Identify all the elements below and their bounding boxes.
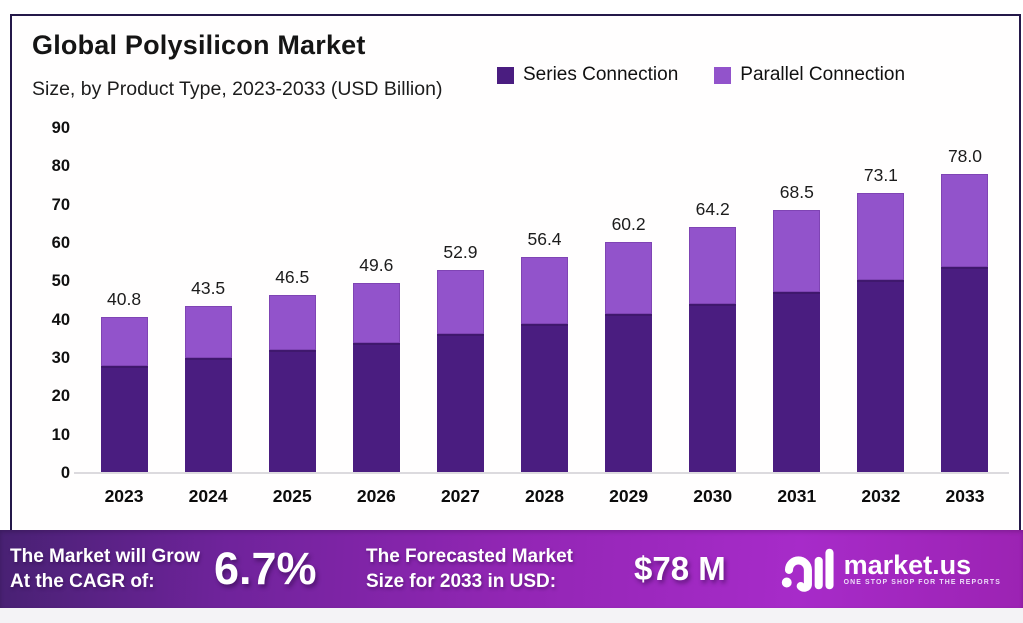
bar-group-2033: 78.0 <box>923 128 1007 473</box>
cagr-value: 6.7% <box>214 543 317 594</box>
bar-group-2029: 60.2 <box>587 128 671 473</box>
bar-group-2026: 49.6 <box>334 128 418 473</box>
bar-segment-parallel <box>941 174 989 267</box>
bar-group-2027: 52.9 <box>418 128 502 473</box>
bar-segment-series <box>100 365 148 473</box>
footer-banner: The Market will Grow At the CAGR of: 6.7… <box>0 530 1023 608</box>
x-tick-label: 2033 <box>945 486 985 506</box>
cagr-caption-line1: The Market will Grow <box>10 546 201 567</box>
bar-segment-series <box>436 333 484 473</box>
bar-group-2024: 43.5 <box>166 128 250 473</box>
bar-group-2023: 40.8 <box>82 128 166 473</box>
bar-group-2025: 46.5 <box>250 128 334 473</box>
x-axis-labels: 2023 2024 2025 2026 2027 2028 2029 2030 2031 2032… <box>82 486 1007 507</box>
bar-segment-series <box>689 303 737 473</box>
x-tick-label: 2032 <box>861 486 901 506</box>
bar-segment-series <box>352 343 400 473</box>
bar-total-label: 46.5 <box>275 266 310 287</box>
bar-group-2031: 68.5 <box>755 128 839 473</box>
forecast-value: $78 M <box>634 550 726 587</box>
bar-segment-parallel <box>773 210 821 293</box>
brand-logo: market.us ONE STOP SHOP FOR THE REPORTS <box>780 545 1001 593</box>
bar-total-label: 43.5 <box>191 278 226 299</box>
x-tick-label: 2023 <box>104 486 144 506</box>
x-tick-label: 2028 <box>525 486 564 506</box>
bar-group-2032: 73.1 <box>839 128 923 473</box>
bar-segment-parallel <box>100 316 148 366</box>
bar-segment-parallel <box>268 294 316 351</box>
y-tick-label: 60 <box>51 234 70 252</box>
bar-segment-series <box>184 358 232 473</box>
chart-legend: Series Connection Parallel Connection <box>497 64 905 86</box>
legend-label-parallel-connection: Parallel Connection <box>740 64 906 85</box>
x-tick-label: 2027 <box>440 486 480 506</box>
bar-total-label: 60.2 <box>611 214 646 235</box>
bar-total-label: 78.0 <box>947 146 983 167</box>
series-swatch-icon <box>497 66 514 84</box>
y-tick-label: 70 <box>51 195 70 214</box>
brand-tagline: ONE STOP SHOP FOR THE REPORTS <box>843 579 1001 586</box>
chart-subtitle: Size, by Product Type, 2023-2033 (USD Bi… <box>32 78 443 100</box>
bar-total-label: 49.6 <box>359 254 394 275</box>
bar-segment-parallel <box>521 256 569 324</box>
legend-label-series-connection: Series Connection <box>523 64 679 85</box>
chart-card: Global Polysilicon Market Size, by Produ… <box>10 14 1021 534</box>
bar-segment-series <box>773 292 821 473</box>
market-us-logo-icon <box>781 548 834 592</box>
bars-area: 40.8 43.5 46.5 49.6 52.9 56.4 60.2 64.2 68.5 73.1… <box>82 128 1007 473</box>
y-tick-label: 20 <box>51 387 70 406</box>
bar-total-label: 73.1 <box>863 164 898 185</box>
bar-segment-series <box>268 350 316 473</box>
y-tick-label: 90 <box>51 119 70 137</box>
bar-total-label: 40.8 <box>107 288 142 309</box>
bar-total-label: 64.2 <box>695 198 730 219</box>
parallel-swatch-icon <box>714 66 732 84</box>
x-tick-label: 2029 <box>609 486 649 506</box>
bar-total-label: 52.9 <box>443 242 478 263</box>
y-tick-label: 80 <box>51 157 70 176</box>
bar-total-label: 56.4 <box>527 228 562 249</box>
forecast-caption-line2: Size for 2033 in USD: <box>366 571 557 592</box>
forecast-caption-line1: The Forecasted Market <box>366 546 573 567</box>
bar-segment-parallel <box>605 242 653 314</box>
y-tick-label: 50 <box>51 272 70 291</box>
bar-segment-series <box>941 266 989 473</box>
cagr-caption-line2: At the CAGR of: <box>10 571 155 592</box>
bar-segment-parallel <box>184 306 232 358</box>
bar-group-2030: 64.2 <box>671 128 755 473</box>
x-axis-line <box>74 472 1009 474</box>
cagr-caption: The Market will Grow At the CAGR of: <box>10 544 206 594</box>
bar-segment-series <box>857 280 905 473</box>
bar-segment-series <box>605 313 653 473</box>
bar-segment-parallel <box>689 226 737 304</box>
bar-segment-series <box>521 323 569 473</box>
bar-total-label: 68.5 <box>779 182 814 203</box>
legend-item-series-connection: Series Connection <box>497 64 678 86</box>
forecast-caption: The Forecasted Market Size for 2033 in U… <box>366 544 594 594</box>
x-tick-label: 2024 <box>188 486 228 506</box>
y-tick-label: 30 <box>51 349 70 367</box>
y-tick-label: 10 <box>51 425 70 444</box>
brand-text: market.us ONE STOP SHOP FOR THE REPORTS <box>843 550 1001 587</box>
y-tick-label: 40 <box>51 310 70 329</box>
legend-item-parallel-connection: Parallel Connection <box>714 64 905 86</box>
x-tick-label: 2026 <box>356 486 396 506</box>
x-tick-label: 2030 <box>693 486 733 506</box>
chart-title: Global Polysilicon Market <box>32 30 366 60</box>
bar-chart-plot: 0 10 20 30 40 50 60 70 80 90 40.8 43.5 46.5 49.6 52.9… <box>52 119 1009 482</box>
page-bottom-strip <box>0 608 1023 623</box>
bar-segment-parallel <box>352 282 400 344</box>
x-tick-label: 2031 <box>777 486 817 506</box>
brand-name: market.us <box>843 550 972 580</box>
bar-segment-parallel <box>436 270 484 334</box>
bar-segment-parallel <box>857 192 905 281</box>
y-tick-label: 0 <box>60 464 70 482</box>
x-tick-label: 2025 <box>272 486 312 506</box>
bar-group-2028: 56.4 <box>502 128 586 473</box>
